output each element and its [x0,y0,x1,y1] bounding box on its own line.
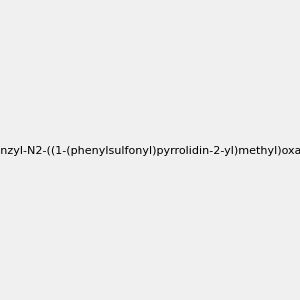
Text: N1-benzyl-N2-((1-(phenylsulfonyl)pyrrolidin-2-yl)methyl)oxalamide: N1-benzyl-N2-((1-(phenylsulfonyl)pyrroli… [0,146,300,157]
